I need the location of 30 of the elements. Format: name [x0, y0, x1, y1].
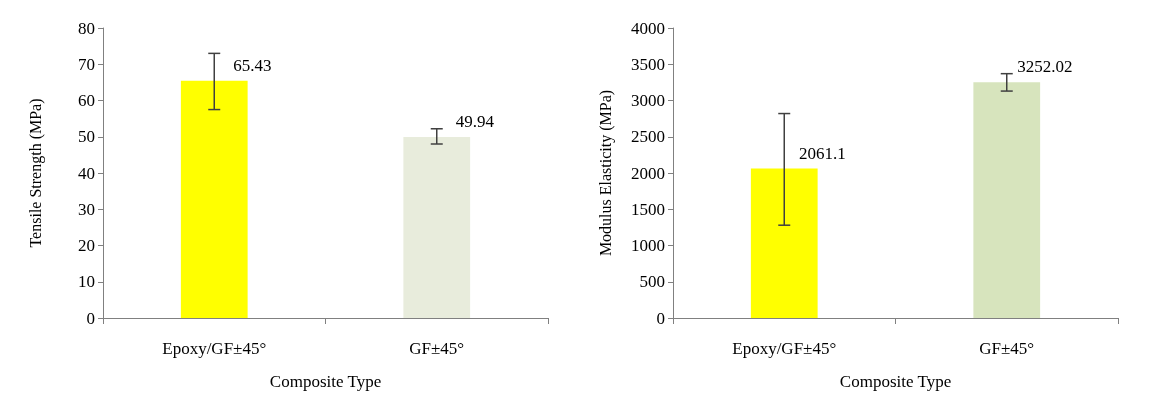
x-tick-label: Epoxy/GF±45°	[162, 339, 267, 358]
y-tick-label: 2500	[631, 127, 665, 147]
data-label: 2061.1	[798, 143, 846, 163]
x-axis-title: Composite Type	[839, 372, 952, 391]
y-tick-label: 500	[639, 272, 665, 292]
y-tick-label: 3500	[631, 54, 665, 74]
y-tick-label: 4000	[631, 18, 665, 38]
y-tick-label: 1500	[631, 199, 665, 219]
y-tick-label: 50	[78, 127, 95, 147]
y-axis-title: Modulus Elasticity (MPa)	[596, 89, 615, 257]
data-label: 65.43	[233, 55, 272, 75]
y-tick-label: 0	[86, 308, 95, 328]
y-tick-label: 30	[78, 199, 95, 219]
y-tick-label: 10	[78, 272, 95, 292]
y-axis-title: Tensile Strength (MPa)	[26, 98, 45, 248]
y-tick-label: 3000	[631, 91, 665, 110]
y-tick-label: 0	[656, 308, 665, 328]
x-axis-title: Composite Type	[269, 372, 382, 391]
y-tick-label: 70	[78, 54, 95, 74]
y-tick-label: 80	[78, 18, 95, 38]
y-tick-label: 1000	[631, 236, 665, 255]
y-tick-label: 60	[78, 91, 95, 110]
y-tick-label: 40	[78, 163, 95, 183]
data-label: 49.94	[455, 111, 495, 131]
y-tick-label: 2000	[631, 163, 665, 183]
x-tick-label: Epoxy/GF±45°	[732, 339, 837, 358]
y-tick-label: 20	[78, 236, 95, 255]
x-tick-label: GF±45°	[979, 339, 1035, 358]
data-label: 3252.02	[1017, 57, 1073, 77]
x-tick-label: GF±45°	[409, 339, 465, 358]
